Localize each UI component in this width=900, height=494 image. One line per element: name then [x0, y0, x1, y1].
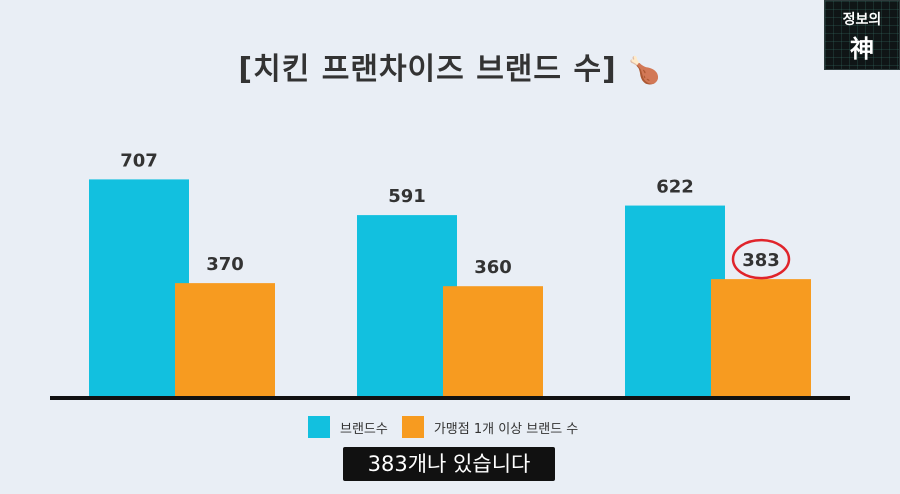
data-label-s2-3: 383 [742, 250, 780, 271]
logo-line2: 神 [850, 35, 874, 63]
bar-s1-3 [625, 205, 725, 397]
legend-label-series1: 브랜드수 [340, 421, 388, 437]
legend-item-series1: 브랜드수 [308, 416, 388, 438]
data-label-s1-2: 591 [388, 186, 426, 207]
data-label-s2-1: 370 [206, 254, 244, 275]
data-label-s1-1: 707 [120, 150, 158, 171]
bar-s2-1 [175, 283, 275, 397]
bar-s1-2 [357, 215, 457, 397]
legend-label-series2: 가맹점 1개 이상 브랜드 수 [433, 421, 579, 437]
bar-s1-1 [89, 179, 189, 397]
logo-line1: 정보의 [842, 12, 882, 28]
data-label-s1-3: 622 [656, 177, 694, 198]
chart-title: [치킨 프랜차이즈 브랜드 수] 🍗 [0, 44, 900, 88]
chicken-leg-icon: 🍗 [628, 56, 662, 86]
chart-legend: 브랜드수 가맹점 1개 이상 브랜드 수 [308, 416, 592, 438]
chart-title-text: [치킨 프랜차이즈 브랜드 수] [238, 52, 617, 87]
bar-s2-3 [711, 279, 811, 397]
highlight-circle-annotation [731, 238, 791, 280]
legend-item-series2: 가맹점 1개 이상 브랜드 수 [401, 416, 579, 438]
legend-swatch-series1 [308, 416, 330, 438]
data-label-s2-2: 360 [474, 257, 512, 278]
legend-swatch-series2 [401, 416, 424, 438]
video-subtitle: 383개나 있습니다 [343, 447, 555, 481]
bar-s2-2 [443, 286, 543, 397]
